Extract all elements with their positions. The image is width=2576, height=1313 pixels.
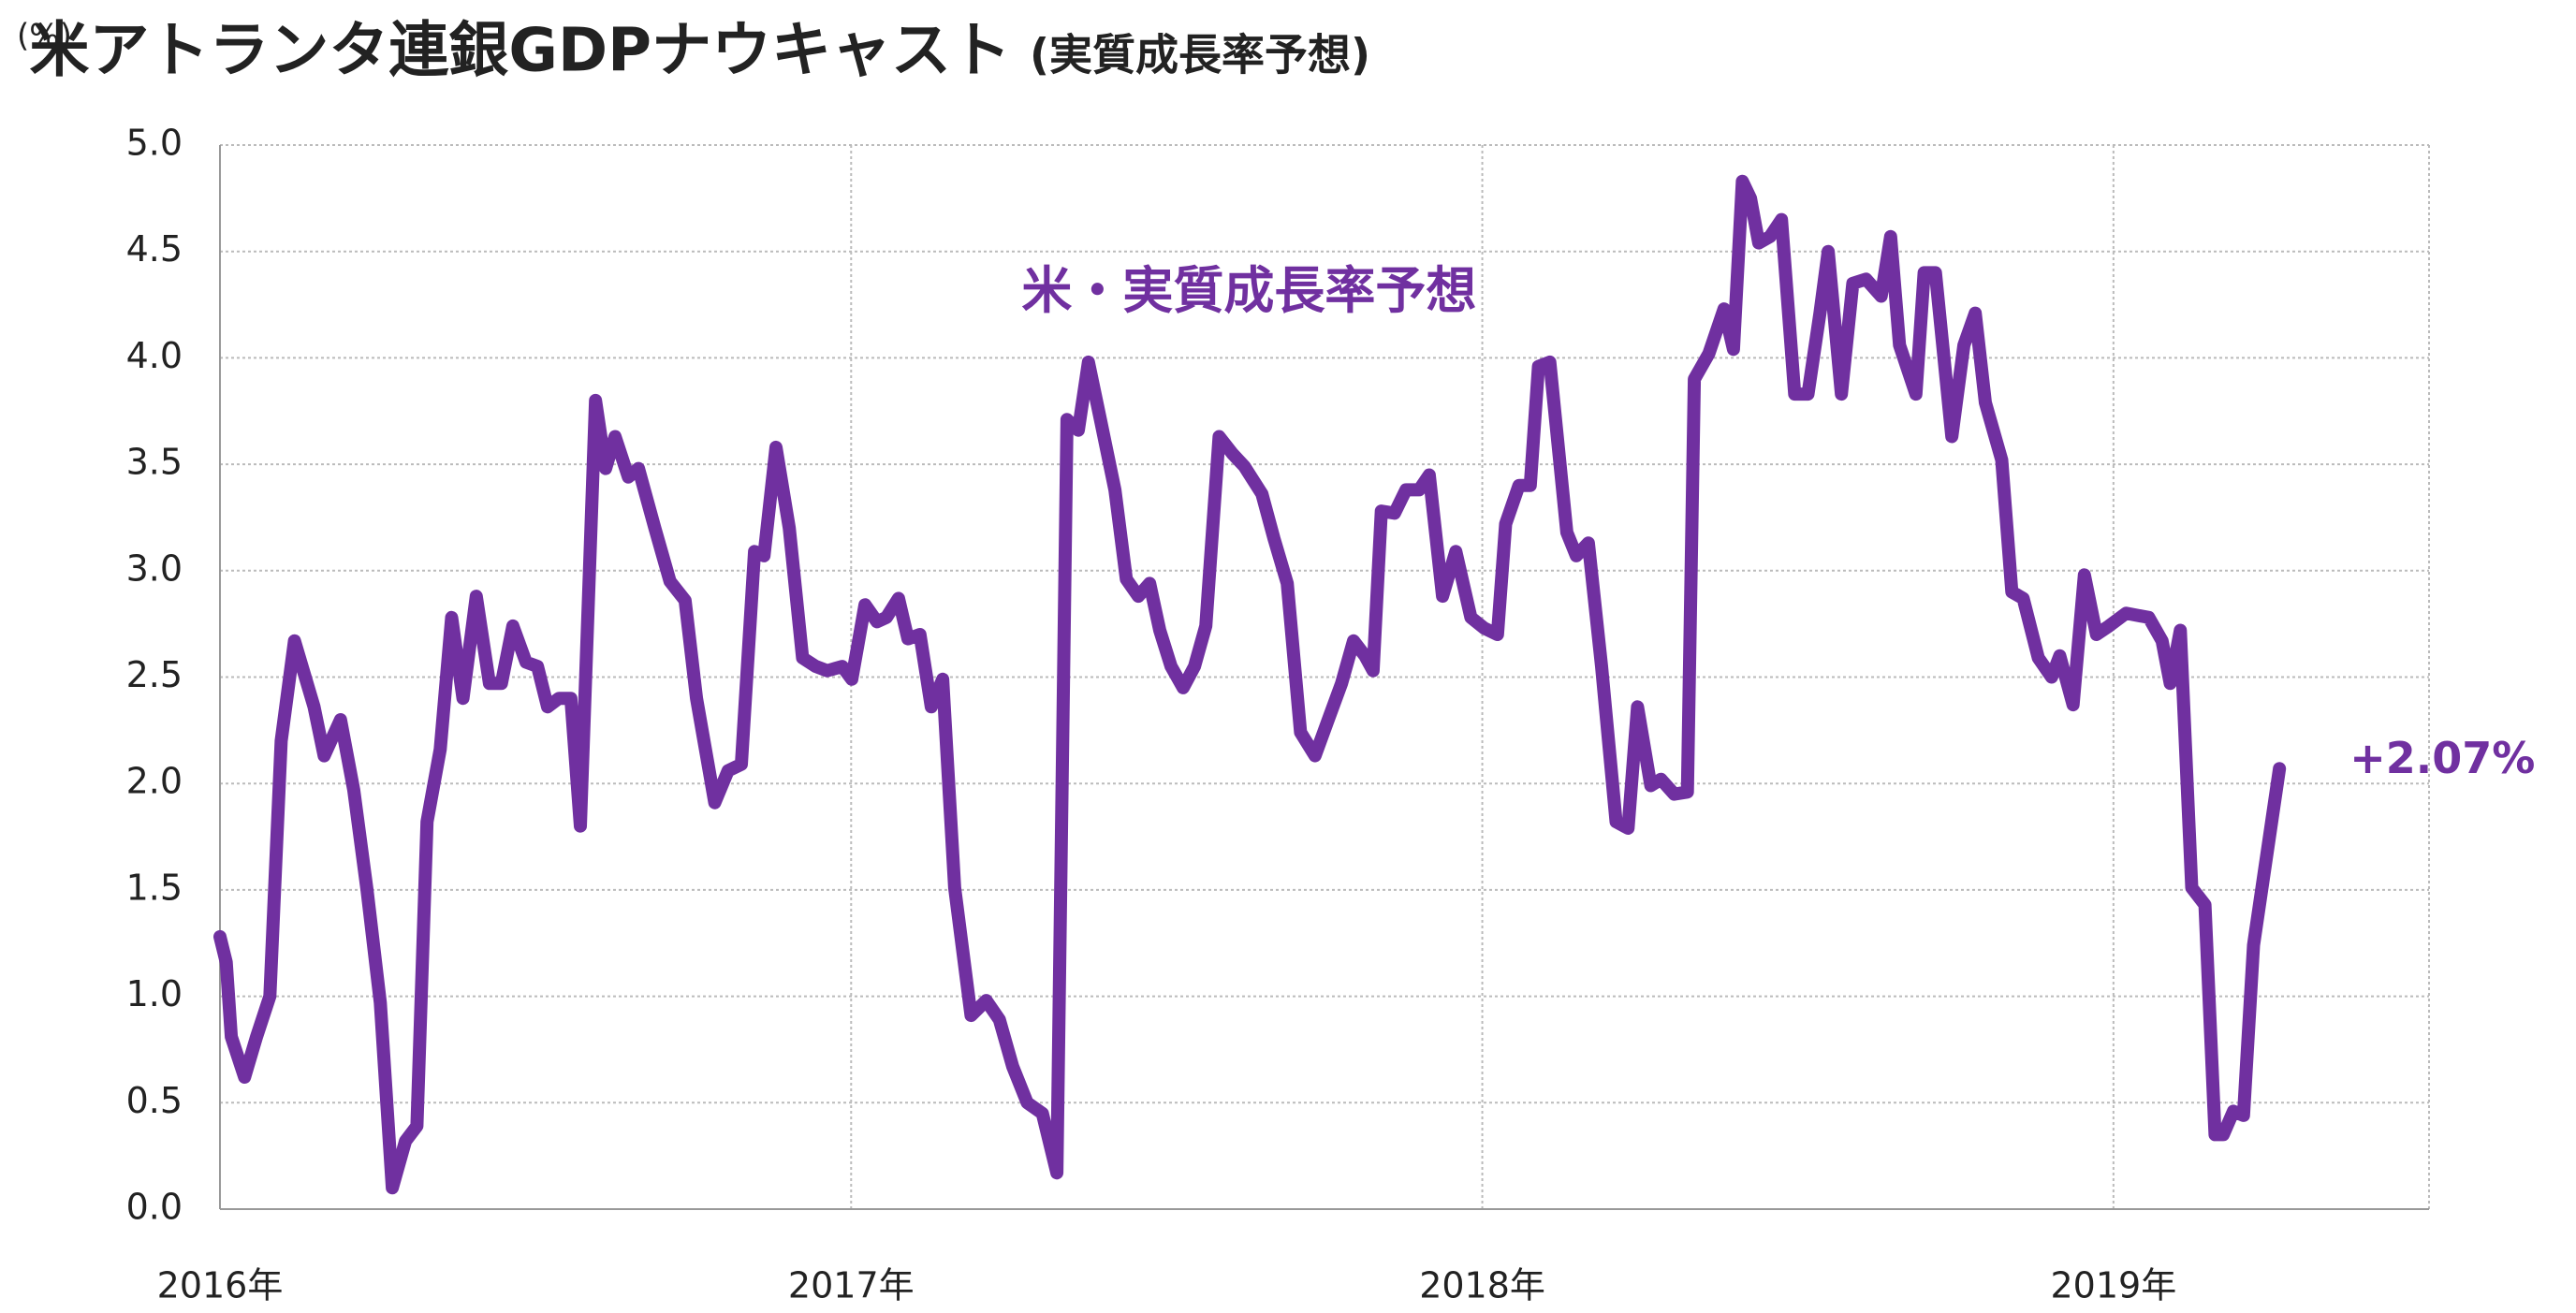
y-tick-label: 2.5 [126,654,183,695]
series-line [213,174,2287,1195]
chart-subtitle: (実質成長率予想) [1030,30,1370,80]
y-axis-label: (%) [17,18,72,55]
y-tick-label: 4.0 [126,335,183,376]
y-tick-label: 3.5 [126,442,183,483]
x-tick-label: 2016年 [157,1265,284,1306]
y-tick-label: 4.5 [126,228,183,270]
y-tick-label: 1.5 [126,867,183,908]
y-tick-label: 3.0 [126,547,183,589]
y-tick-label: 0.5 [126,1080,183,1121]
x-tick-label: 2017年 [788,1265,915,1306]
y-tick-label: 5.0 [126,123,183,164]
end-value-label: +2.07% [2349,733,2535,783]
x-tick-label: 2018年 [1419,1265,1545,1306]
chart-title: 米アトランタ連銀GDPナウキャスト [29,17,1011,86]
y-tick-label: 2.0 [126,761,183,802]
x-tick-label: 2019年 [2050,1265,2176,1306]
y-tick-label: 0.0 [126,1187,183,1228]
series-label: 米・実質成長率予想 [1021,261,1476,320]
y-tick-label: 1.0 [126,973,183,1014]
